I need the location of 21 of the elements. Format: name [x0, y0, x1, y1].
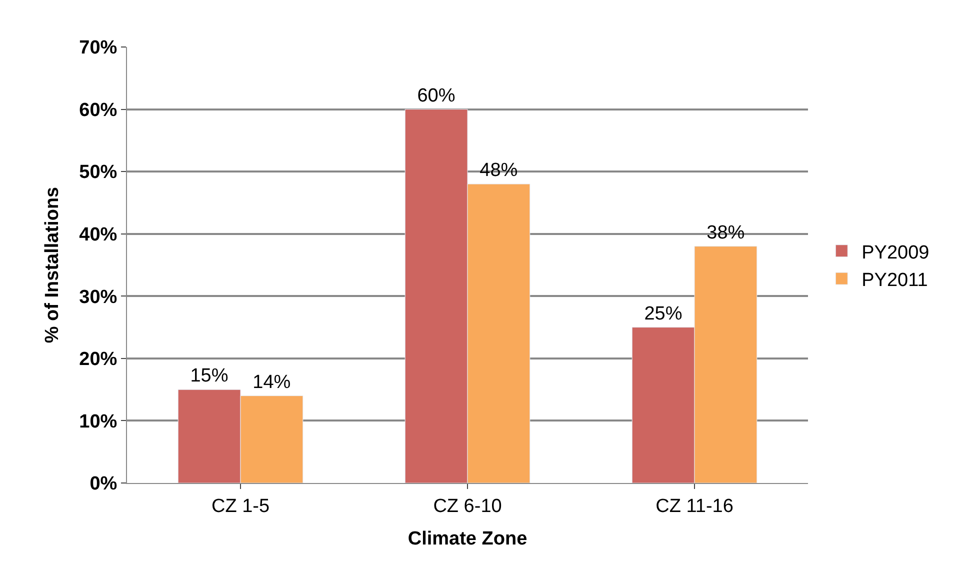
- data-label: 15%: [190, 366, 228, 387]
- data-label: 60%: [417, 85, 456, 106]
- y-tick-label: 30%: [79, 286, 118, 308]
- x-tick-label: CZ 6-10: [433, 496, 502, 517]
- y-tick-label: 60%: [79, 100, 118, 121]
- y-tick-label: 10%: [79, 411, 118, 432]
- legend-label: PY2009: [862, 242, 930, 264]
- y-tick-label: 20%: [79, 349, 118, 370]
- data-label: 25%: [644, 303, 682, 324]
- legend-label: PY2011: [862, 270, 928, 291]
- y-tick-label: 50%: [79, 162, 118, 184]
- data-label: 14%: [252, 372, 291, 393]
- y-tick-label: 0%: [90, 474, 118, 495]
- x-tick-label: CZ 1-5: [211, 496, 270, 517]
- y-axis-title: % of Installations: [42, 186, 64, 344]
- x-tick-label: CZ 11-16: [656, 496, 734, 517]
- y-tick-label: 70%: [79, 38, 118, 59]
- y-tick-label: 40%: [79, 224, 118, 246]
- x-axis-title: Climate Zone: [408, 528, 528, 550]
- data-label: 38%: [706, 222, 745, 244]
- data-label: 48%: [480, 160, 518, 182]
